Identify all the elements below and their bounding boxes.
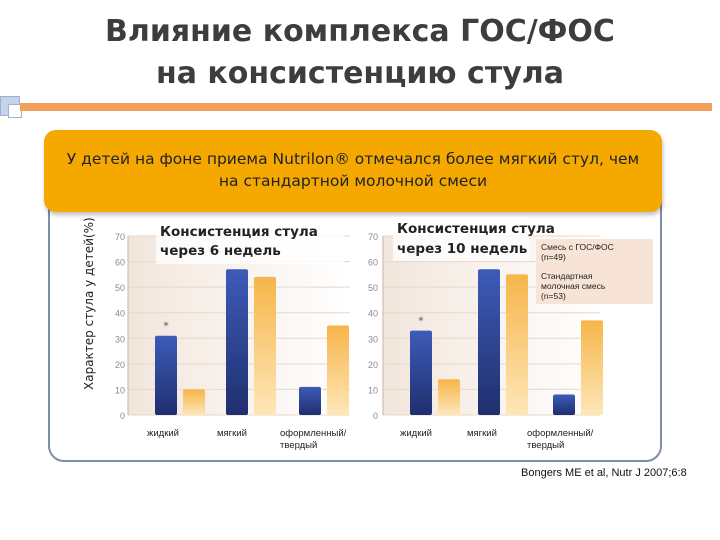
legend-entry-standard-line: молочная смесь [541,281,606,291]
y-tick-label: 60 [368,258,378,268]
x-tick-label-part: твердый [280,440,317,451]
bar-standard-2 [581,320,603,415]
x-tick-label: оформленный/твердый [527,428,594,451]
y-tick-label: 50 [368,283,378,293]
callout-text: У детей на фоне приема Nutrilon® отмечал… [44,148,662,192]
bar-gos-1 [478,269,500,415]
bar-gos-2 [299,386,321,415]
legend-entry-standard-line: Стандартная [541,271,593,281]
y-tick-label: 30 [368,334,378,344]
callout-banner: У детей на фоне приема Nutrilon® отмечал… [44,130,662,212]
x-tick-label-part: жидкий [147,428,179,439]
callout-line1: У детей на фоне приема Nutrilon® отмечал… [66,150,640,168]
callout-line2: на стандартной молочной смеси [218,172,488,190]
x-tick-label-part: оформленный/ [280,428,347,439]
panel-title-line2: через 10 недель [397,241,527,257]
x-tick-label-part: мягкий [467,428,497,439]
significance-marker: * [163,320,169,333]
x-tick-label-part: твердый [527,440,564,451]
panel-title-bg [156,220,344,264]
legend-entry-standard: Стандартная молочная смесь (n=53) [541,271,606,301]
bar-standard-2 [327,325,349,415]
x-tick-label: мягкий [217,428,247,439]
legend-box [536,239,653,304]
bar-standard-1 [254,276,276,415]
title-underline [20,103,712,111]
panel-title-line2: через 6 недель [160,243,281,259]
x-tick-label-part: мягкий [217,428,247,439]
y-tick-label: 40 [368,309,378,319]
y-tick-label: 10 [368,385,378,395]
legend-entry-standard-line: (n=53) [541,291,566,301]
x-tick-label-part: жидкий [400,428,432,439]
y-tick-label: 40 [115,309,125,319]
bar-gos-1 [226,269,248,415]
y-tick-label: 70 [115,232,125,242]
bar-gos-0 [410,330,432,415]
x-tick-label: мягкий [467,428,497,439]
bar-standard-1 [506,274,528,415]
decor-square-small [8,104,22,118]
bar-standard-0 [183,389,205,415]
citation: Bongers ME et al, Nutr J 2007;6:8 [521,467,687,479]
x-tick-label: жидкий [400,428,432,439]
y-tick-label: 10 [115,385,125,395]
legend-entry-gos-line: Смесь с ГОС/ФОС [541,242,614,252]
y-tick-label: 50 [115,283,125,293]
x-tick-label: жидкий [147,428,179,439]
legend-entry-gos: Смесь с ГОС/ФОС (n=49) [541,242,614,262]
y-tick-label: 60 [115,258,125,268]
panel-title-line1: Консистенция стула [160,224,318,240]
x-tick-label: оформленный/твердый [280,428,347,451]
significance-marker: * [418,315,424,328]
bar-gos-0 [155,335,177,415]
bar-gos-2 [553,394,575,415]
y-tick-label: 20 [115,360,125,370]
y-tick-label: 30 [115,334,125,344]
y-tick-label: 20 [368,360,378,370]
x-tick-label-part: оформленный/ [527,428,594,439]
slide-title-line2: на консистенцию стула [156,56,564,91]
bar-standard-0 [438,379,460,415]
panel-title-line1: Консистенция стула [397,221,555,237]
slide-title-line1: Влияние комплекса ГОС/ФОС [105,14,615,49]
y-tick-label: 0 [373,411,378,421]
panel-title-bg [393,217,529,261]
legend-entry-gos-line: (n=49) [541,252,566,262]
y-tick-label: 70 [368,232,378,242]
y-tick-label: 0 [120,411,125,421]
